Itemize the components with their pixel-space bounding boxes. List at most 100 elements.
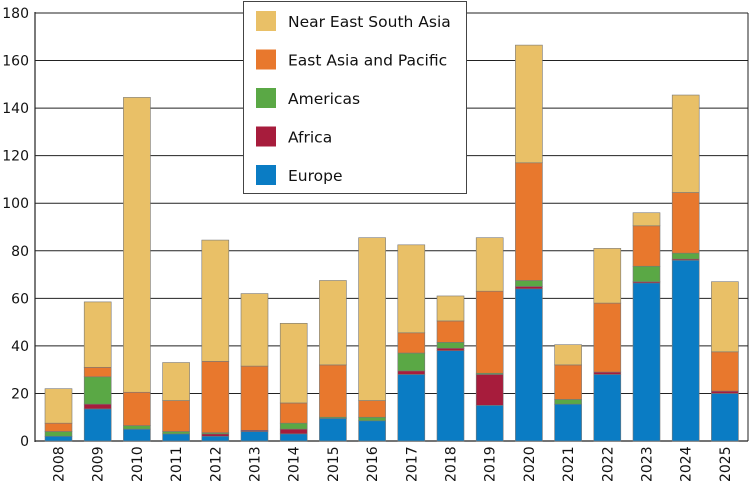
bar-americas-2017 <box>397 352 426 372</box>
bar-east-asia-and-pacific-2024 <box>671 192 700 254</box>
x-tick-label: 2019 <box>483 446 499 482</box>
bar-stack-2013 <box>240 293 269 442</box>
legend-swatch-near-east-south-asia <box>256 11 276 31</box>
bar-near-east-south-asia-2018 <box>436 295 465 322</box>
bar-europe-2024 <box>671 259 700 442</box>
bar-americas-2008 <box>44 431 73 437</box>
x-tick-label: 2013 <box>248 446 264 482</box>
bar-americas-2021 <box>554 399 582 405</box>
bar-near-east-south-asia-2023 <box>632 212 661 227</box>
bar-near-east-south-asia-2016 <box>358 237 386 401</box>
bar-near-east-south-asia-2014 <box>279 322 308 404</box>
bar-europe-2013 <box>240 431 269 442</box>
bar-africa-2019 <box>475 374 504 406</box>
bar-americas-2010 <box>123 425 151 430</box>
bar-africa-2009 <box>83 403 112 410</box>
bar-africa-2020 <box>515 286 543 290</box>
x-tick-label: 2010 <box>130 446 146 482</box>
x-tick-label: 2011 <box>169 446 185 482</box>
bar-stack-2012 <box>201 239 230 442</box>
y-tick-label: 120 <box>2 149 29 165</box>
x-tick-label: 2020 <box>522 446 538 482</box>
bar-east-asia-and-pacific-2016 <box>358 400 386 418</box>
bar-europe-2014 <box>279 433 308 442</box>
y-tick-labels: 0 20 40 60 80 100 120 140 160 180 <box>2 6 29 450</box>
bar-east-asia-and-pacific-2022 <box>593 302 622 373</box>
y-tick-label: 20 <box>11 386 29 402</box>
bar-east-asia-and-pacific-2014 <box>279 402 308 424</box>
bar-east-asia-and-pacific-2021 <box>554 364 582 400</box>
bar-europe-2012 <box>201 435 230 442</box>
x-tick-label: 2016 <box>365 446 381 482</box>
bar-near-east-south-asia-2020 <box>515 44 543 164</box>
bar-europe-2019 <box>475 405 504 442</box>
x-tick-label: 2023 <box>640 446 656 482</box>
bar-europe-2016 <box>358 420 386 442</box>
bar-stack-2011 <box>162 362 190 442</box>
x-tick-label: 2022 <box>600 446 616 482</box>
bar-east-asia-and-pacific-2015 <box>319 364 347 418</box>
y-tick-label: 100 <box>2 196 29 212</box>
bar-stack-2024 <box>671 94 700 442</box>
bar-near-east-south-asia-2012 <box>201 239 230 362</box>
bar-europe-2015 <box>319 418 347 442</box>
bar-east-asia-and-pacific-2025 <box>711 351 739 392</box>
bar-africa-2018 <box>436 347 465 351</box>
legend: Near East South Asia East Asia and Pacifi… <box>243 1 467 194</box>
bar-europe-2018 <box>436 350 465 442</box>
legend-label-near-east-south-asia: Near East South Asia <box>288 13 451 31</box>
bar-americas-2014 <box>279 422 308 430</box>
bar-africa-2025 <box>711 390 739 394</box>
bar-stack-2016 <box>358 237 386 442</box>
bar-stack-2023 <box>632 212 661 442</box>
y-tick-label: 180 <box>2 6 29 22</box>
bar-east-asia-and-pacific-2009 <box>83 366 112 378</box>
bar-east-asia-and-pacific-2017 <box>397 332 426 354</box>
x-tick-label: 2014 <box>287 446 303 482</box>
legend-label-east-asia-and-pacific: East Asia and Pacific <box>288 52 447 70</box>
x-tick-label: 2021 <box>561 446 577 482</box>
bar-americas-2011 <box>162 431 190 435</box>
bar-east-asia-and-pacific-2011 <box>162 400 190 432</box>
axes <box>34 12 749 442</box>
x-tick-label: 2025 <box>718 446 734 482</box>
legend-label-europe: Europe <box>288 167 343 185</box>
bar-europe-2010 <box>123 428 151 442</box>
x-tick-label: 2015 <box>326 446 342 482</box>
y-tick-label: 160 <box>2 54 29 70</box>
bar-east-asia-and-pacific-2018 <box>436 320 465 343</box>
bar-americas-2020 <box>515 280 543 287</box>
bar-europe-2008 <box>44 435 73 442</box>
bar-europe-2009 <box>83 408 112 442</box>
y-tick-label: 140 <box>2 101 29 117</box>
bar-east-asia-and-pacific-2019 <box>475 290 504 374</box>
bar-east-asia-and-pacific-2013 <box>240 365 269 431</box>
bar-east-asia-and-pacific-2008 <box>44 422 73 432</box>
bar-near-east-south-asia-2015 <box>319 280 347 366</box>
legend-swatch-americas <box>256 88 276 108</box>
bar-africa-2012 <box>201 433 230 437</box>
y-tick-label: 60 <box>11 291 29 307</box>
bar-europe-2011 <box>162 433 190 442</box>
bar-americas-2016 <box>358 416 386 422</box>
bar-near-east-south-asia-2009 <box>83 301 112 368</box>
bar-americas-2018 <box>436 342 465 349</box>
bar-stack-2008 <box>44 388 73 442</box>
y-tick-label: 80 <box>11 244 29 260</box>
bar-africa-2022 <box>593 371 622 375</box>
x-tick-label: 2024 <box>679 446 695 482</box>
bar-near-east-south-asia-2022 <box>593 248 622 304</box>
bars <box>44 44 739 442</box>
bar-east-asia-and-pacific-2020 <box>515 162 543 281</box>
bar-europe-2017 <box>397 374 426 442</box>
bar-europe-2021 <box>554 403 582 442</box>
bar-stack-2021 <box>554 344 582 442</box>
bar-east-asia-and-pacific-2012 <box>201 361 230 433</box>
bar-stack-2018 <box>436 295 465 442</box>
legend-label-americas: Americas <box>288 90 360 108</box>
bar-stack-2017 <box>397 244 426 442</box>
bar-near-east-south-asia-2010 <box>123 97 151 393</box>
legend-label-africa: Africa <box>288 129 332 147</box>
bar-stack-2025 <box>711 281 739 442</box>
